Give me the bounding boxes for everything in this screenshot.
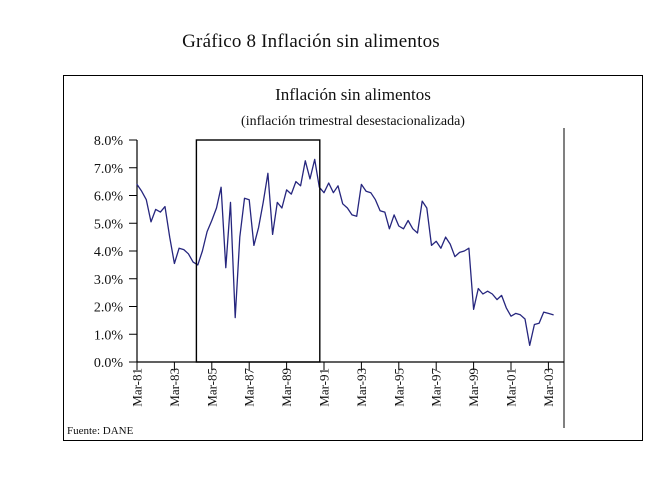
x-tick-label: Mar-03 — [541, 368, 556, 407]
chart-subtitle: (inflación trimestral desestacionalizada… — [241, 114, 465, 129]
x-tick-label: Mar-93 — [354, 368, 369, 407]
plot-area: 8.0% 7.0% 6.0% 5.0% 4.0% 3.0% 2.0% 1.0% 0.0% Mar-… — [94, 128, 565, 428]
source-note: Fuente: DANE — [67, 425, 134, 437]
x-tick-label: Mar-97 — [429, 368, 444, 407]
x-tick-label: Mar-95 — [391, 368, 406, 407]
x-tick-label: Mar-85 — [204, 368, 219, 407]
x-tick-label: Mar-81 — [130, 368, 145, 407]
x-tick-label: Mar-91 — [317, 368, 332, 407]
y-tick-label: 5.0% — [94, 217, 124, 232]
highlight-box — [195, 139, 321, 363]
x-tick-label: Mar-01 — [504, 368, 519, 407]
y-tick-label: 1.0% — [94, 328, 124, 343]
y-tick-label: 0.0% — [94, 356, 124, 371]
y-tick-label: 6.0% — [94, 190, 124, 205]
figure-title: Gráfico 8 Inflación sin alimentos — [182, 31, 440, 52]
y-tick-label: 8.0% — [94, 134, 124, 149]
y-tick-label: 7.0% — [94, 162, 124, 177]
inflation-line — [136, 158, 554, 347]
x-tick-label: Mar-89 — [279, 368, 294, 407]
chart-title: Inflación sin alimentos — [275, 85, 431, 104]
chart-container: 8.0% 7.0% 6.0% 5.0% 4.0% 3.0% 2.0% 1.0% 0.0% Mar-… — [63, 75, 643, 441]
x-tick-label: Mar-83 — [167, 368, 182, 407]
y-tick-label: 2.0% — [94, 301, 124, 316]
x-tick-label: Mar-99 — [466, 368, 481, 407]
y-tick-label: 3.0% — [94, 273, 124, 288]
y-tick-label: 4.0% — [94, 245, 124, 260]
x-tick-label: Mar-87 — [242, 368, 257, 407]
